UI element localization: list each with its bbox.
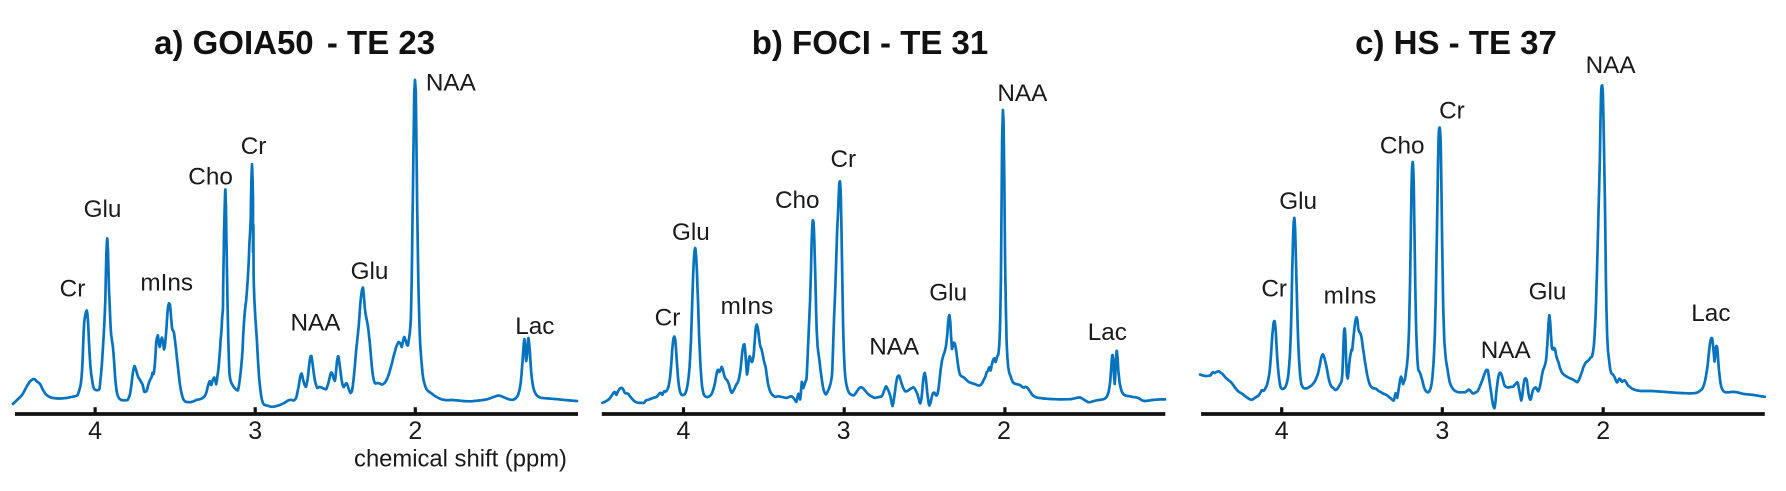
svg-text:mIns: mIns	[140, 269, 193, 296]
svg-text:mIns: mIns	[721, 293, 774, 320]
svg-text:Glu: Glu	[1279, 188, 1317, 215]
svg-text:3: 3	[248, 417, 262, 445]
svg-text:c) HS - TE 37: c) HS - TE 37	[1355, 24, 1557, 61]
svg-text:Lac: Lac	[1691, 300, 1730, 327]
svg-text:Cr: Cr	[1439, 98, 1465, 125]
svg-text:b) FOCI - TE 31: b) FOCI - TE 31	[752, 24, 989, 61]
svg-text:NAA: NAA	[1586, 52, 1637, 79]
svg-text:chemical shift (ppm): chemical shift (ppm)	[354, 446, 567, 473]
svg-text:Lac: Lac	[1088, 319, 1127, 346]
svg-text:Cr: Cr	[241, 133, 267, 160]
svg-text:NAA: NAA	[291, 310, 342, 337]
svg-text:2: 2	[408, 417, 422, 445]
svg-text:Glu: Glu	[672, 219, 710, 246]
svg-text:Glu: Glu	[84, 196, 122, 223]
svg-text:3: 3	[837, 417, 851, 445]
svg-text:mIns: mIns	[1324, 283, 1377, 310]
svg-text:Cho: Cho	[1380, 133, 1425, 160]
svg-text:Cr: Cr	[1261, 276, 1287, 303]
svg-text:Cr: Cr	[830, 146, 856, 173]
svg-text:Cr: Cr	[60, 276, 86, 303]
svg-text:3: 3	[1435, 417, 1449, 445]
svg-text:NAA: NAA	[426, 70, 477, 97]
svg-text:Cho: Cho	[188, 163, 233, 190]
svg-text:a) GOIA50 - TE 23: a) GOIA50 - TE 23	[154, 24, 435, 61]
svg-text:4: 4	[88, 417, 102, 445]
svg-text:Glu: Glu	[1529, 278, 1567, 305]
svg-text:Lac: Lac	[515, 313, 554, 340]
svg-text:Cho: Cho	[775, 187, 820, 214]
svg-text:4: 4	[1275, 417, 1289, 445]
svg-text:Cr: Cr	[655, 305, 681, 332]
svg-text:2: 2	[1596, 417, 1610, 445]
svg-text:2: 2	[997, 417, 1011, 445]
svg-text:Glu: Glu	[929, 280, 967, 307]
svg-text:NAA: NAA	[869, 333, 920, 360]
svg-text:NAA: NAA	[997, 80, 1048, 107]
svg-text:Glu: Glu	[351, 258, 389, 285]
svg-text:NAA: NAA	[1481, 337, 1532, 364]
svg-text:4: 4	[676, 417, 690, 445]
